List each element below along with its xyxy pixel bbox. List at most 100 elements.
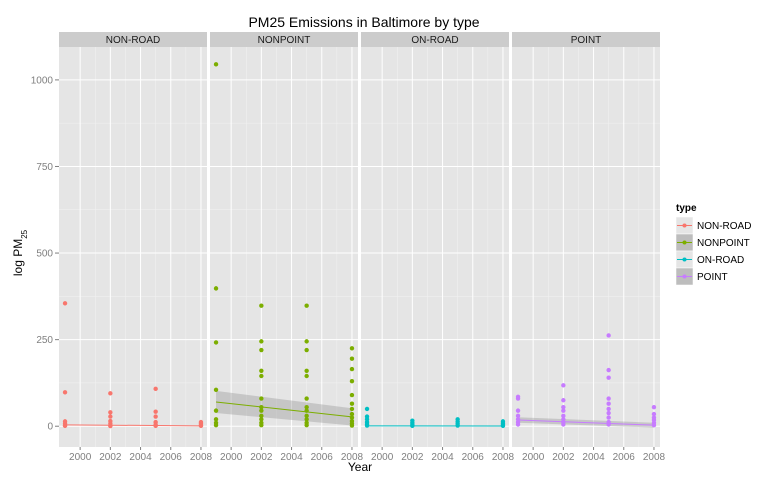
x-tick-label: 2000 [69, 452, 92, 463]
x-tick-label: 2002 [401, 452, 424, 463]
y-axis-title-subscript: 25 [20, 229, 29, 238]
strip-background [210, 32, 358, 47]
data-point-nonpoint [349, 401, 355, 406]
data-point-nonpoint [349, 392, 355, 398]
data-point-nonpoint [349, 406, 355, 412]
data-point-non-road [108, 423, 113, 429]
data-point-point [561, 413, 566, 419]
data-point-point [561, 408, 566, 413]
data-point-non-road [108, 414, 113, 419]
legend-key-point [682, 223, 687, 228]
data-point-nonpoint [304, 347, 309, 353]
data-point-nonpoint [304, 339, 309, 344]
panel-background [59, 47, 207, 447]
strip-label-on-road: ON-ROAD [411, 35, 458, 46]
panel-on-road: ON-ROAD [361, 32, 509, 447]
confidence-band-nonpoint [216, 390, 352, 426]
data-point-nonpoint [304, 368, 309, 374]
panel-background [361, 47, 509, 447]
legend-item-point: POINT [675, 267, 728, 286]
data-point-nonpoint [304, 373, 309, 379]
data-point-nonpoint [259, 417, 264, 422]
x-tick-label: 2006 [613, 452, 636, 463]
data-point-point [606, 333, 611, 338]
x-tick-label: 2000 [522, 452, 545, 463]
strip-label-nonpoint: NONPOINT [258, 35, 311, 46]
x-tick-label: 2002 [552, 452, 575, 463]
data-point-nonpoint [259, 413, 264, 419]
data-point-nonpoint [213, 62, 219, 67]
legend-label-nonpoint: NONPOINT [697, 238, 750, 249]
panel-nonpoint: NONPOINT [210, 32, 358, 447]
data-point-point [606, 396, 611, 401]
x-tick-label: 2008 [492, 452, 515, 463]
data-point-point [651, 411, 657, 417]
legend-item-on-road: ON-ROAD [675, 250, 744, 269]
x-tick-label: 2008 [341, 452, 364, 463]
data-point-non-road [62, 390, 68, 395]
y-tick-label: 1000 [31, 75, 54, 86]
data-point-non-road [153, 386, 158, 392]
data-point-non-road [108, 410, 113, 415]
data-point-nonpoint [349, 378, 355, 384]
data-point-point [606, 410, 611, 416]
data-point-on-road [364, 406, 370, 412]
strip-background [59, 32, 207, 47]
data-point-point [651, 404, 657, 410]
data-point-nonpoint [304, 396, 309, 401]
x-tick-label: 2008 [190, 452, 213, 463]
data-point-point [561, 422, 566, 427]
data-point-nonpoint [259, 368, 264, 374]
data-point-non-road [108, 391, 113, 396]
data-point-nonpoint [213, 387, 219, 393]
legend-title: type [676, 203, 697, 214]
data-point-non-road [62, 423, 68, 429]
data-point-nonpoint [259, 303, 264, 308]
x-tick-label: 2006 [311, 452, 334, 463]
x-tick-label: 2000 [371, 452, 394, 463]
data-point-nonpoint [349, 423, 355, 428]
x-axis-title: Year [348, 460, 372, 474]
data-point-nonpoint [213, 408, 219, 413]
data-point-point [606, 406, 611, 412]
data-point-point [515, 413, 521, 419]
data-point-non-road [62, 301, 68, 306]
data-point-on-road [364, 423, 370, 428]
data-point-nonpoint [259, 339, 264, 344]
data-point-point [606, 415, 611, 420]
chart-title: PM25 Emissions in Baltimore by type [248, 14, 479, 30]
fit-line-point [518, 419, 654, 426]
y-tick-label: 250 [36, 335, 53, 346]
data-point-nonpoint [304, 404, 309, 410]
panel-non-road: NON-ROAD [59, 32, 207, 447]
x-tick-label: 2006 [160, 452, 183, 463]
x-tick-label: 2000 [220, 452, 243, 463]
strip-label-non-road: NON-ROAD [106, 35, 160, 46]
x-tick-label: 2006 [462, 452, 485, 463]
data-point-nonpoint [304, 303, 309, 308]
data-point-nonpoint [349, 346, 355, 351]
strip-background [361, 32, 509, 47]
legend-label-point: POINT [697, 272, 728, 283]
data-point-nonpoint [349, 366, 355, 372]
y-tick-label: 750 [36, 162, 53, 173]
data-point-nonpoint [213, 417, 219, 422]
data-point-nonpoint [349, 356, 355, 361]
data-point-nonpoint [304, 417, 309, 422]
y-axis-title: log PM25 [11, 229, 29, 276]
y-axis-title-main: log PM [11, 239, 25, 276]
data-point-nonpoint [213, 340, 219, 345]
data-point-point [515, 396, 521, 401]
legend-key-point [682, 257, 687, 262]
data-point-non-road [153, 409, 158, 414]
panel-background [512, 47, 660, 447]
data-point-nonpoint [259, 347, 264, 353]
data-point-non-road [153, 414, 158, 419]
x-tick-label: 2004 [280, 452, 303, 463]
x-tick-label: 2002 [99, 452, 122, 463]
fit-line-nonpoint [215, 401, 353, 418]
data-point-nonpoint [349, 411, 355, 417]
